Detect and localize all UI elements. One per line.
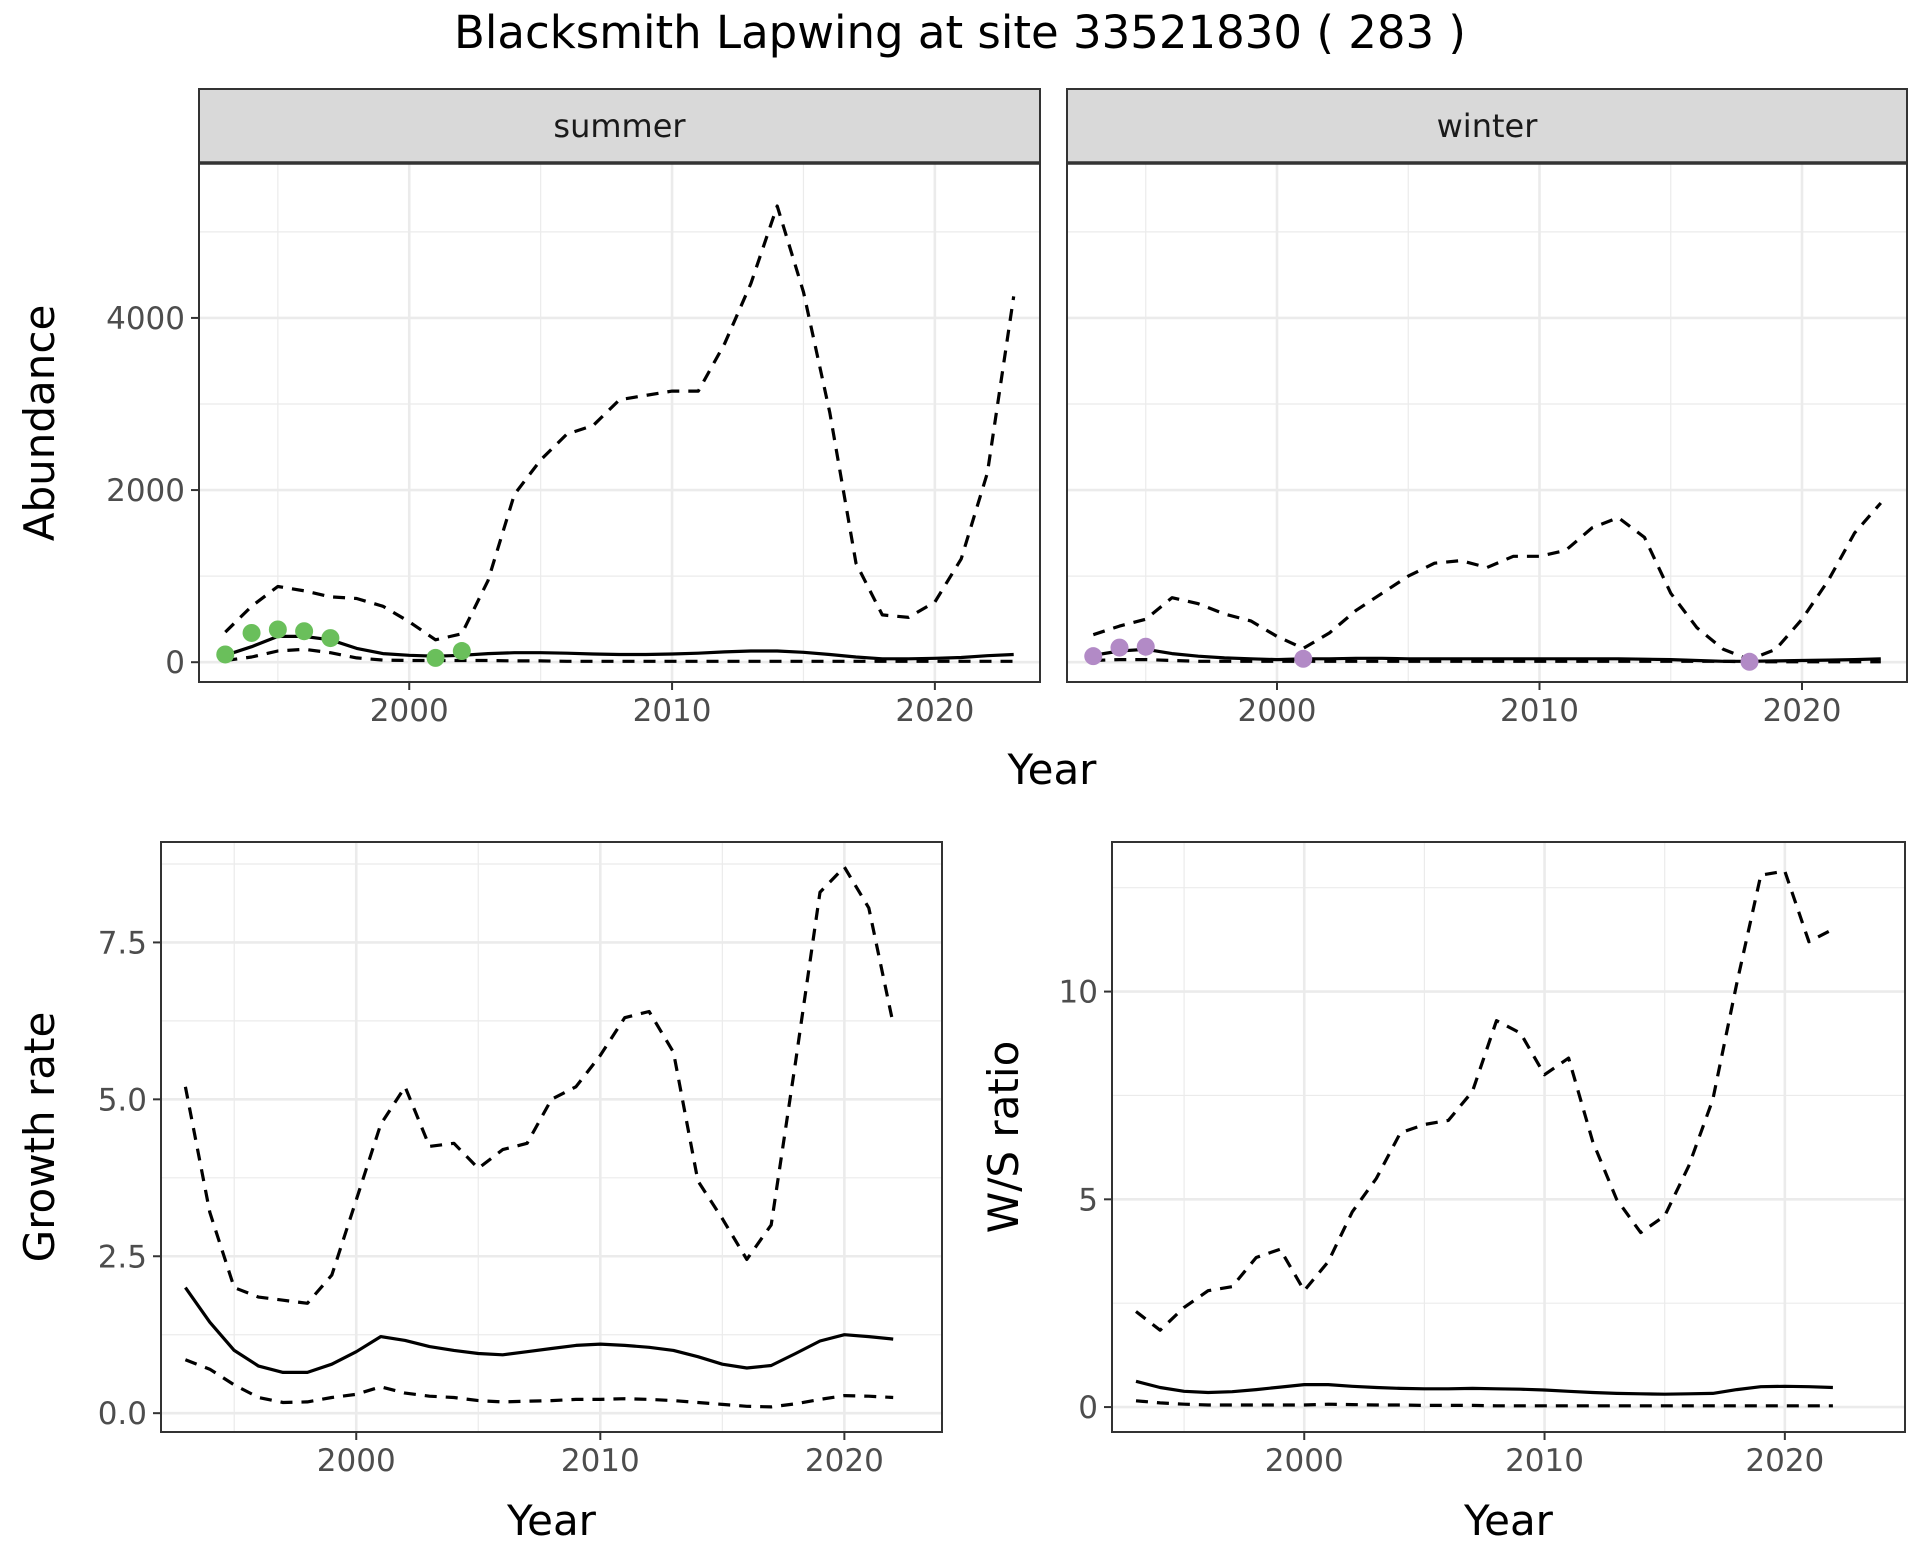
y-tick-label: 7.5 bbox=[98, 925, 147, 961]
series-dashed-2 bbox=[225, 647, 1014, 663]
data-point bbox=[216, 645, 235, 664]
x-tick-label: 2000 bbox=[1238, 693, 1317, 729]
panel-background bbox=[199, 163, 1040, 682]
x-axis-title: Year bbox=[506, 1496, 597, 1545]
facet-strip bbox=[198, 88, 1041, 164]
x-tick-label: 2000 bbox=[370, 693, 449, 729]
data-point bbox=[321, 629, 340, 648]
y-tick-label: 0 bbox=[1078, 1390, 1098, 1426]
x-tick-label: 2020 bbox=[1745, 1443, 1824, 1479]
figure-title: Blacksmith Lapwing at site 33521830 ( 28… bbox=[454, 6, 1466, 59]
data-point bbox=[242, 623, 261, 642]
x-tick-label: 2000 bbox=[1265, 1443, 1344, 1479]
panel-background bbox=[1112, 842, 1905, 1432]
panel-ratio: 2000 2010 2020 0 5 10 W/S ratio Year bbox=[979, 841, 1906, 1545]
facet-strip bbox=[1066, 88, 1908, 164]
series-dashed-1 bbox=[183, 865, 895, 1305]
series-solid-0 bbox=[184, 1286, 894, 1375]
panel-border bbox=[1111, 841, 1906, 1433]
x-tick-label: 2010 bbox=[561, 1443, 640, 1479]
data-point bbox=[268, 620, 287, 639]
data-point bbox=[1110, 638, 1129, 657]
x-axis-title-top: Year bbox=[1007, 745, 1098, 794]
y-tick-label: 2.5 bbox=[98, 1239, 147, 1275]
y-tick-label: 4000 bbox=[106, 301, 185, 337]
data-point bbox=[1084, 647, 1103, 666]
y-tick-label: 5.0 bbox=[98, 1082, 147, 1118]
x-tick-label: 2020 bbox=[895, 693, 974, 729]
y-tick-label: 5 bbox=[1078, 1182, 1098, 1218]
x-tick-label: 2010 bbox=[1505, 1443, 1584, 1479]
x-tick-label: 2000 bbox=[317, 1443, 396, 1479]
y-tick-label: 0.0 bbox=[98, 1396, 147, 1432]
y-axis-title: Growth rate bbox=[15, 1012, 64, 1263]
x-tick-label: 2020 bbox=[805, 1443, 884, 1479]
y-axis-title: Abundance bbox=[15, 305, 64, 542]
y-tick-label: 2000 bbox=[106, 473, 185, 509]
data-point bbox=[295, 622, 314, 641]
series-dashed-2 bbox=[184, 1358, 894, 1409]
facet-strip-label: winter bbox=[1437, 107, 1539, 145]
series-dashed-1 bbox=[224, 204, 1016, 642]
data-point bbox=[1740, 652, 1759, 671]
x-axis-title: Year bbox=[1463, 1496, 1554, 1545]
series-solid-0 bbox=[1135, 1379, 1833, 1396]
x-tick-label: 2010 bbox=[1500, 693, 1579, 729]
series-solid-0 bbox=[224, 634, 1014, 661]
panel-summer: summer 2000 2010 2020 0 2000 4000 Abundance bbox=[15, 88, 1041, 729]
data-point bbox=[1294, 649, 1313, 668]
y-tick-label: 10 bbox=[1059, 975, 1098, 1011]
panel-border bbox=[160, 841, 943, 1433]
x-tick-label: 2020 bbox=[1763, 693, 1842, 729]
panel-background bbox=[161, 842, 942, 1432]
panel-growth: 2000 2010 2020 0.0 2.5 5.0 7.5 Growth rate Year bbox=[15, 841, 943, 1545]
series-dashed-1 bbox=[1135, 869, 1834, 1332]
data-point bbox=[452, 642, 471, 661]
x-tick-label: 2010 bbox=[633, 693, 712, 729]
data-point bbox=[426, 648, 445, 667]
panel-winter: winter 2000 2010 2020 bbox=[1066, 88, 1908, 729]
facet-strip-label: summer bbox=[553, 107, 686, 145]
series-dashed-2 bbox=[1135, 1399, 1833, 1408]
y-axis-title: W/S ratio bbox=[979, 1041, 1028, 1234]
y-tick-label: 0 bbox=[165, 645, 185, 681]
panel-background bbox=[1067, 163, 1907, 682]
data-point bbox=[1136, 637, 1155, 656]
